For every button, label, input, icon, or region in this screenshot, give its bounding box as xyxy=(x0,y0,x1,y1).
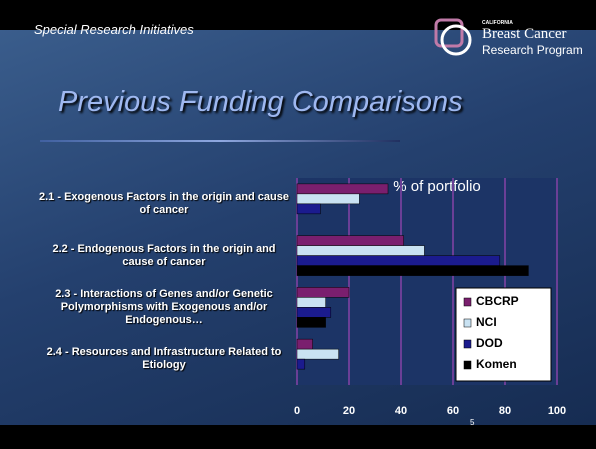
legend-swatch xyxy=(463,318,472,328)
logo-line1: Breast Cancer xyxy=(482,26,567,42)
category-label: 2.2 - Endogenous Factors in the origin a… xyxy=(52,242,276,268)
bar xyxy=(296,245,425,256)
bar xyxy=(296,307,332,318)
bar xyxy=(296,255,501,266)
legend-swatch xyxy=(463,339,472,349)
title-rule xyxy=(40,140,400,142)
logo: CALIFORNIA Breast Cancer Research Progra… xyxy=(430,14,590,58)
logo-line2: Research Program xyxy=(482,43,583,57)
bar xyxy=(296,287,350,298)
x-tick-label: 0 xyxy=(294,405,300,417)
category-label: 2.1 - Exogenous Factors in the origin an… xyxy=(39,190,289,216)
x-tick-label: 20 xyxy=(343,405,355,417)
slide-number: 5 xyxy=(470,418,475,427)
bar xyxy=(296,265,529,276)
category-label: 2.3 - Interactions of Genes and/or Genet… xyxy=(55,287,273,326)
bar xyxy=(296,183,389,195)
bar xyxy=(296,193,360,205)
x-tick-label: 80 xyxy=(499,405,511,417)
legend-box xyxy=(455,287,552,382)
logo-icon xyxy=(434,18,472,56)
bar xyxy=(296,348,339,360)
chart-title: % of portfolio xyxy=(393,178,481,195)
section-title: Special Research Initiatives xyxy=(34,22,194,37)
x-tick-label: 100 xyxy=(548,405,566,417)
bar xyxy=(296,338,313,350)
legend-swatch xyxy=(463,360,472,370)
bar xyxy=(296,203,321,215)
x-tick-label: 60 xyxy=(447,405,459,417)
bar xyxy=(296,317,326,328)
bar xyxy=(296,235,404,246)
legend-label: NCI xyxy=(476,315,497,329)
bar xyxy=(296,358,306,370)
bar xyxy=(296,297,326,308)
legend-label: Komen xyxy=(476,357,517,371)
legend-label: CBCRP xyxy=(476,294,519,308)
category-label: 2.4 - Resources and Infrastructure Relat… xyxy=(46,346,282,372)
logo-small: CALIFORNIA xyxy=(482,20,513,26)
x-tick-label: 40 xyxy=(395,405,407,417)
legend-swatch xyxy=(463,297,472,307)
legend-label: DOD xyxy=(476,336,503,350)
slide-title: Previous Funding Comparisons xyxy=(58,86,463,118)
